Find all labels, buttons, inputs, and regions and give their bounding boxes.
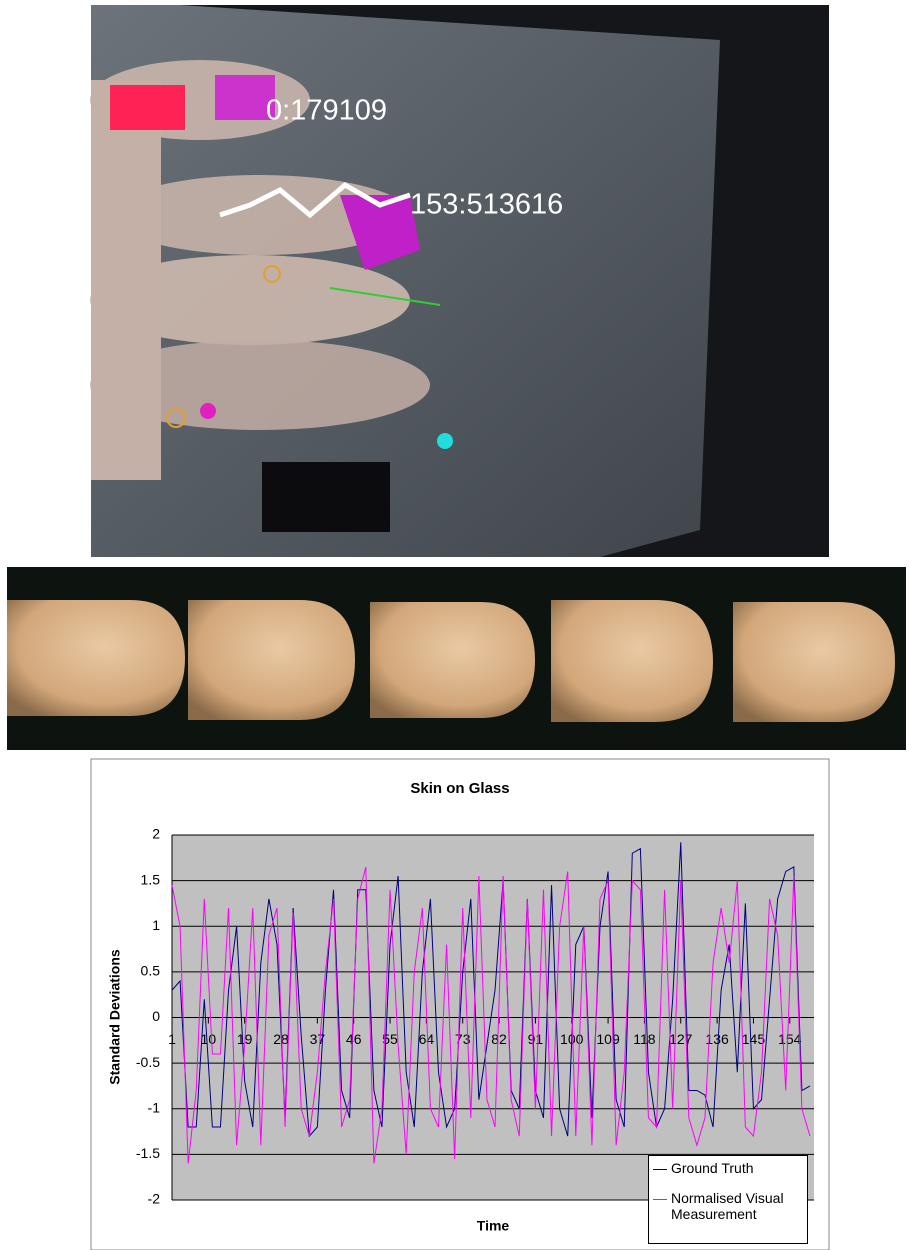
y-tick-label: 0	[152, 1008, 160, 1024]
overlay-label: 153:513616	[410, 189, 563, 221]
x-tick-label: 154	[778, 1031, 802, 1047]
y-tick-label: -2	[148, 1191, 161, 1207]
legend: Ground Truth Normalised Visual Measuremen…	[648, 1155, 808, 1244]
legend-swatch	[653, 1199, 667, 1200]
legend-entry: Ground Truth	[653, 1160, 803, 1176]
x-tick-label: 64	[419, 1031, 435, 1047]
y-tick-label: 0.5	[141, 963, 161, 979]
y-tick-label: 1	[152, 917, 160, 933]
x-tick-label: 91	[528, 1031, 544, 1047]
x-tick-label: 145	[742, 1031, 766, 1047]
page: 0:179109 153:513616 Skin on Glass Time S…	[0, 0, 909, 1250]
y-tick-label: 1.5	[141, 871, 161, 887]
x-tick-label: 82	[491, 1031, 507, 1047]
x-tick-label: 109	[596, 1031, 620, 1047]
y-tick-label: -1.5	[136, 1145, 160, 1161]
overlay-label: 0:179109	[266, 95, 387, 127]
photo: 0:179109 153:513616	[90, 5, 829, 557]
legend-swatch	[653, 1169, 667, 1170]
legend-label: Normalised Visual Measurement	[671, 1190, 803, 1222]
legend-entry: Normalised Visual Measurement	[653, 1190, 803, 1222]
x-tick-label: 127	[669, 1031, 693, 1047]
x-axis-label: Time	[477, 1218, 510, 1234]
x-tick-label: 46	[346, 1031, 362, 1047]
y-axis-label: Standard Deviations	[107, 949, 123, 1085]
legend-label: Ground Truth	[671, 1160, 754, 1176]
finger-strip	[7, 567, 906, 750]
figure: 0:179109 153:513616 Skin on Glass Time S…	[0, 0, 909, 1250]
x-tick-label: 118	[633, 1031, 656, 1047]
chart-title: Skin on Glass	[410, 780, 509, 797]
y-tick-label: -1	[148, 1099, 161, 1115]
y-tick-label: 2	[152, 826, 160, 842]
x-tick-label: 10	[201, 1031, 217, 1047]
y-tick-label: -0.5	[136, 1054, 160, 1070]
